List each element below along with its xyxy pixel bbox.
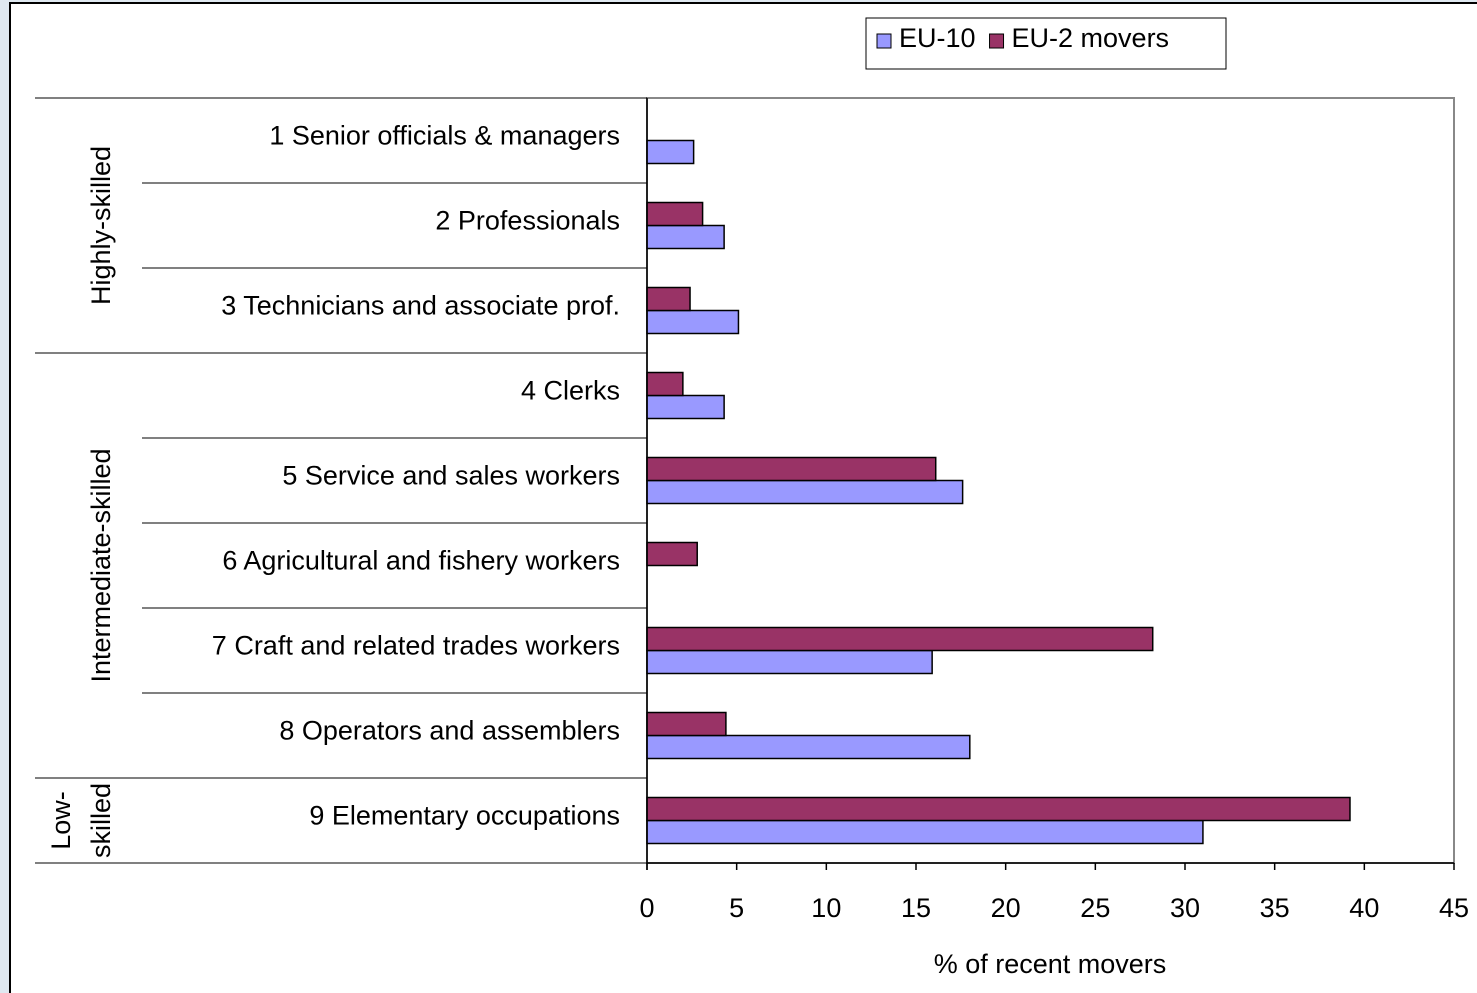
x-tick-label: 25 xyxy=(1080,893,1110,923)
bar xyxy=(646,309,740,335)
legend-box xyxy=(865,17,1227,70)
bar xyxy=(646,479,964,505)
group-label: skilled xyxy=(86,783,116,858)
bar xyxy=(646,286,691,312)
bar xyxy=(646,201,704,227)
bar xyxy=(646,541,698,567)
bar xyxy=(646,734,971,760)
bar xyxy=(646,371,684,397)
bar xyxy=(646,139,695,165)
group-label: Low- xyxy=(46,791,76,850)
x-axis-title: % of recent movers xyxy=(934,949,1167,979)
bar xyxy=(646,394,725,420)
bar xyxy=(646,626,1154,652)
y-tick-label: 7 Craft and related trades workers xyxy=(212,631,620,661)
bar xyxy=(646,711,727,737)
group-label: Intermediate-skilled xyxy=(86,448,116,682)
legend-swatch xyxy=(989,33,1005,49)
bar xyxy=(646,224,725,250)
bar xyxy=(646,796,1351,822)
x-tick-label: 45 xyxy=(1439,893,1469,923)
x-tick-label: 20 xyxy=(991,893,1021,923)
y-tick-label: 5 Service and sales workers xyxy=(282,461,620,491)
y-tick-label: 4 Clerks xyxy=(521,376,620,406)
x-tick-label: 40 xyxy=(1349,893,1379,923)
legend-swatch xyxy=(876,33,892,49)
bar xyxy=(646,819,1204,845)
x-tick-label: 10 xyxy=(811,893,841,923)
bar xyxy=(646,649,933,675)
x-tick-label: 35 xyxy=(1260,893,1290,923)
y-tick-label: 1 Senior officials & managers xyxy=(269,121,620,151)
y-tick-label: 9 Elementary occupations xyxy=(309,801,620,831)
x-tick-label: 30 xyxy=(1170,893,1200,923)
x-tick-label: 15 xyxy=(901,893,931,923)
y-tick-label: 3 Technicians and associate prof. xyxy=(221,291,620,321)
x-tick-label: 0 xyxy=(639,893,654,923)
legend-label: EU-2 movers xyxy=(1012,23,1170,53)
y-tick-label: 8 Operators and assemblers xyxy=(279,716,620,746)
group-label: Highly-skilled xyxy=(86,146,116,305)
y-tick-label: 6 Agricultural and fishery workers xyxy=(222,546,620,576)
bar xyxy=(646,456,937,482)
legend-label: EU-10 xyxy=(899,23,976,53)
x-tick-label: 5 xyxy=(729,893,744,923)
y-tick-label: 2 Professionals xyxy=(435,206,620,236)
